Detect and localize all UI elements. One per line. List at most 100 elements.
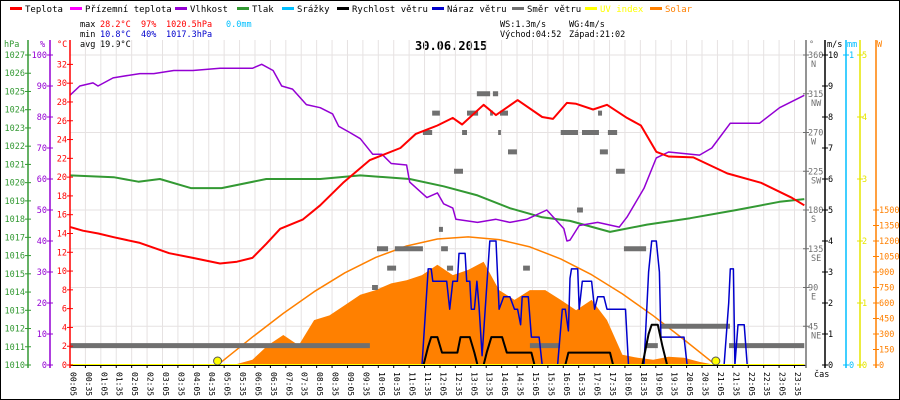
- pressure-tick-label: 1016: [5, 252, 25, 262]
- legend-swatch: [10, 7, 22, 10]
- axes: 00:05 00:35 01:05 01:35 02:05 02:35 03:05 03:35…: [4, 40, 899, 396]
- avg-temp: 19.9°C: [100, 40, 131, 50]
- x-tick-label: 17:35: [608, 372, 617, 396]
- solar-tick-label: 1050: [879, 253, 899, 263]
- humidity-line: [69, 63, 805, 242]
- humidity-tick-label: 20: [37, 299, 47, 309]
- pressure-tick-label: 1017: [5, 233, 25, 243]
- temperature-tick-label: 32: [57, 60, 67, 70]
- solar-tick-label: 600: [879, 299, 894, 309]
- x-tick-label: 11:35: [423, 372, 432, 396]
- legend-label: Solar: [665, 5, 693, 15]
- legend-item: Přízemní teplota: [70, 5, 172, 15]
- legend-item: Rychlost větru: [337, 5, 428, 15]
- wind-tick-label: 9: [828, 82, 833, 92]
- solar-tick-label: 0: [879, 361, 884, 371]
- x-tick-label: 04:35: [207, 372, 216, 396]
- legend-label: Srážky: [297, 5, 330, 15]
- uv-tick-label: 2: [862, 237, 867, 247]
- temperature-tick-label: 20: [57, 173, 67, 183]
- avg-label: avg: [80, 40, 95, 50]
- min-label: min: [80, 30, 95, 40]
- pressure-tick-label: 1010: [5, 361, 25, 371]
- wind-tick-label: 10: [828, 51, 838, 61]
- compass-label: W: [811, 138, 817, 148]
- uv-tick-label: 3: [862, 175, 867, 185]
- direction-tick-label: 225: [808, 167, 823, 177]
- pressure-tick-label: 1014: [5, 288, 25, 298]
- temperature-tick-label: 4: [62, 323, 67, 333]
- x-tick-label: 19:35: [670, 372, 679, 396]
- x-tick-label: 21:35: [731, 372, 740, 396]
- min-temp: 10.8°C: [100, 30, 131, 40]
- temperature-line: [69, 99, 805, 265]
- x-tick-label: 19:05: [654, 372, 663, 396]
- legend-item: Náraz větru: [432, 5, 507, 15]
- uv-tick-label: 5: [862, 51, 867, 61]
- uv-tick-label: 4: [862, 113, 867, 123]
- compass-label: SE: [811, 254, 821, 264]
- temperature-tick-label: 18: [57, 192, 67, 202]
- min-humidity: 40%: [141, 30, 156, 40]
- x-tick-label: 14:35: [516, 372, 525, 396]
- x-tick-label: 08:05: [315, 372, 324, 396]
- pressure-tick-label: 1025: [5, 87, 25, 97]
- x-tick-label: 11:05: [408, 372, 417, 396]
- rain-total: 0.0mm: [226, 20, 252, 30]
- compass-label: N: [811, 60, 816, 70]
- solar-area: [217, 261, 716, 365]
- max-humidity: 97%: [141, 20, 156, 30]
- solar-tick-label: 1200: [879, 237, 899, 247]
- humidity-tick-label: 80: [37, 113, 47, 123]
- legend-label: Přízemní teplota: [85, 5, 172, 15]
- humidity-tick-label: 70: [37, 144, 47, 154]
- x-tick-label: 06:05: [253, 372, 262, 396]
- legend-item: Tlak: [237, 5, 274, 15]
- humidity-tick-label: 30: [37, 268, 47, 278]
- pressure-tick-label: 1021: [5, 160, 25, 170]
- solar-tick-label: 1500: [879, 206, 899, 216]
- temperature-tick-label: 10: [57, 267, 67, 277]
- solar-tick-label: 450: [879, 315, 894, 325]
- temperature-tick-label: 12: [57, 248, 67, 258]
- compass-label: S: [811, 215, 816, 225]
- pressure-tick-label: 1015: [5, 270, 25, 280]
- pressure-tick-label: 1019: [5, 197, 25, 207]
- x-tick-label: 01:35: [115, 372, 124, 396]
- x-tick-label: 02:05: [130, 372, 139, 396]
- humidity-tick-label: 50: [37, 206, 47, 216]
- solar-tick-label: 300: [879, 330, 894, 340]
- chart-title: 30.06.2015: [415, 39, 487, 53]
- pressure-tick-label: 1026: [5, 69, 25, 79]
- legend-label: Rychlost větru: [352, 5, 428, 15]
- temperature-axis-unit: °C: [57, 40, 67, 50]
- wind-tick-label: 0: [828, 361, 833, 371]
- direction-tick-label: 90: [808, 284, 818, 294]
- temperature-tick-label: 8: [62, 286, 67, 296]
- pressure-tick-label: 1022: [5, 142, 25, 152]
- legend-item: UV index: [585, 5, 644, 15]
- solar-tick-label: 150: [879, 346, 894, 356]
- legend-item: Srážky: [282, 5, 330, 15]
- rain-tick-label: 1: [849, 51, 854, 61]
- x-tick-label: 01:05: [99, 372, 108, 396]
- x-tick-label: 15:35: [546, 372, 555, 396]
- max-label: max: [80, 20, 95, 30]
- x-tick-label: 00:35: [84, 372, 93, 396]
- min-pressure: 1017.3hPa: [166, 30, 212, 40]
- pressure-tick-label: 1012: [5, 325, 25, 335]
- x-tick-label: 17:05: [593, 372, 602, 396]
- wind-tick-label: 7: [828, 144, 833, 154]
- x-tick-label: 22:35: [762, 372, 771, 396]
- x-tick-label: 10:35: [392, 372, 401, 396]
- humidity-tick-label: 60: [37, 175, 47, 185]
- legend-swatch: [175, 7, 187, 10]
- wind-tick-label: 3: [828, 268, 833, 278]
- x-tick-label: 08:35: [331, 372, 340, 396]
- temperature-tick-label: 14: [57, 229, 67, 239]
- pressure-tick-label: 1011: [5, 343, 25, 353]
- humidity-tick-label: 10: [37, 330, 47, 340]
- direction-tick-label: 45: [808, 322, 818, 332]
- legend-swatch: [337, 7, 349, 10]
